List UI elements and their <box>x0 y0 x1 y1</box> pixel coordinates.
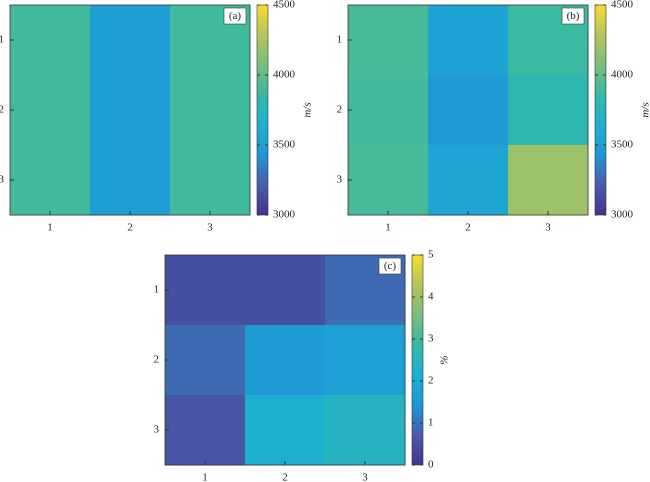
x-tick-label: 2 <box>282 472 288 482</box>
heatmap-cell <box>508 75 589 146</box>
heatmap-cell <box>170 75 251 146</box>
y-tick-label: 1 <box>154 284 160 296</box>
heatmap-cell <box>245 325 326 396</box>
heatmap-cell <box>428 145 509 216</box>
heatmap-cell <box>348 145 429 216</box>
heatmap-cell <box>10 75 91 146</box>
y-tick-label: 1 <box>0 34 4 46</box>
colorbar <box>594 4 607 216</box>
heatmap-cell <box>245 395 326 466</box>
x-tick-label: 2 <box>465 222 471 234</box>
x-tick-label: 3 <box>545 222 551 234</box>
colorbar-tick-label: 0 <box>428 459 434 471</box>
y-tick-label: 2 <box>0 104 4 116</box>
x-tick-label: 2 <box>127 222 133 234</box>
x-tick-label: 1 <box>385 222 391 234</box>
colorbar-tick-label: 3 <box>428 333 434 345</box>
y-tick-label: 3 <box>337 174 343 186</box>
colorbar <box>256 4 269 216</box>
panel-label-box <box>378 257 402 275</box>
heatmap-cell <box>10 5 91 76</box>
heatmap-cell <box>90 145 171 216</box>
colorbar-tick-label: 1 <box>428 417 434 429</box>
heatmap-cell <box>348 75 429 146</box>
heatmap-cell <box>165 325 246 396</box>
panel-label: (a) <box>229 10 242 22</box>
colorbar-tick-label: 4000 <box>273 69 296 81</box>
heatmap-cell <box>165 255 246 326</box>
colorbar-label: m/s <box>302 102 314 117</box>
panel-label-box <box>561 7 585 25</box>
colorbar-tick-label: 4000 <box>611 69 634 81</box>
colorbar <box>411 254 424 466</box>
heatmap-cell <box>10 145 91 216</box>
heatmap-cell <box>245 255 326 326</box>
y-tick-label: 3 <box>0 174 5 186</box>
colorbar-tick-label: 3000 <box>611 209 634 221</box>
y-tick-label: 2 <box>337 104 343 116</box>
heatmap-cell <box>325 325 406 396</box>
panel-label-box <box>223 7 247 25</box>
colorbar-tick-label: 4500 <box>611 0 634 11</box>
heatmap-cell <box>165 395 246 466</box>
colorbar-tick-label: 4 <box>428 291 434 303</box>
colorbar-tick-label: 5 <box>428 249 434 261</box>
heatmap-cell <box>90 75 171 146</box>
colorbar-tick-label: 4500 <box>273 0 296 11</box>
panel-label: (b) <box>567 10 580 22</box>
colorbar-tick-label: 3500 <box>611 139 634 151</box>
heatmap-cell <box>428 5 509 76</box>
x-tick-label: 1 <box>47 222 53 234</box>
colorbar-tick-label: 2 <box>428 375 434 387</box>
colorbar-label: m/s <box>640 102 650 117</box>
heatmap-cell <box>428 75 509 146</box>
y-tick-label: 3 <box>154 424 160 436</box>
heatmap-cell <box>325 395 406 466</box>
x-tick-label: 3 <box>362 472 368 482</box>
y-tick-label: 1 <box>337 34 343 46</box>
heatmap-cell <box>90 5 171 76</box>
x-tick-label: 3 <box>207 222 213 234</box>
colorbar-label: % <box>439 355 451 364</box>
heatmap-cell <box>508 145 589 216</box>
colorbar-tick-label: 3000 <box>273 209 296 221</box>
heatmap-cell <box>170 145 251 216</box>
x-tick-label: 1 <box>202 472 208 482</box>
colorbar-tick-label: 3500 <box>273 139 296 151</box>
heatmap-cell <box>348 5 429 76</box>
panel-label: (c) <box>384 260 397 272</box>
y-tick-label: 2 <box>154 354 160 366</box>
